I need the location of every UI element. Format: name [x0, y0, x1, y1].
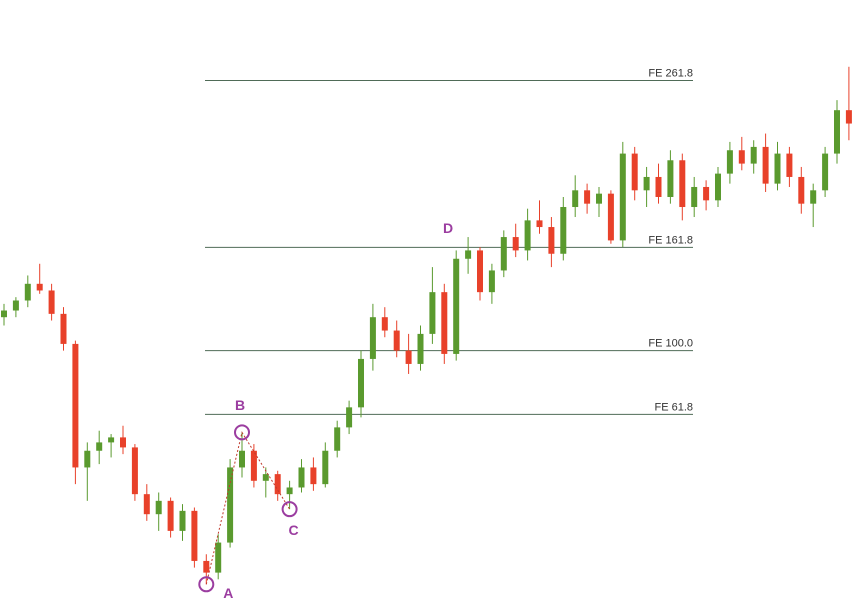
candle-body — [774, 153, 781, 184]
pivot-label: B — [235, 397, 245, 413]
candle-body — [453, 258, 460, 354]
candle-body — [72, 343, 79, 468]
candle-body — [429, 292, 436, 334]
candle-body — [548, 227, 555, 254]
candle-body — [215, 542, 222, 573]
candle-body — [738, 150, 745, 164]
candle-body — [381, 317, 388, 331]
candle-body — [120, 437, 126, 448]
candle-body — [726, 150, 733, 174]
candle-body — [358, 358, 364, 408]
candle-body — [631, 153, 638, 191]
candle-body — [227, 467, 234, 543]
candle-body — [334, 427, 341, 451]
candle-body — [24, 283, 31, 301]
candle-body — [191, 510, 198, 561]
fe-level-label: FE 261.8 — [648, 67, 693, 79]
candle-body — [596, 193, 602, 204]
candle-body — [477, 250, 483, 293]
candle-body — [346, 407, 353, 428]
candle-body — [239, 450, 245, 468]
candle-body — [369, 317, 376, 359]
candle-body — [512, 237, 519, 251]
candle-body — [619, 153, 626, 241]
candle-body — [572, 190, 579, 208]
candle-body — [655, 176, 662, 197]
candle-body — [703, 186, 710, 201]
candle-body — [36, 283, 43, 291]
fe-level-label: FE 61.8 — [654, 401, 693, 413]
candle-body — [822, 153, 829, 191]
pivot-marker — [281, 501, 298, 518]
candle-body — [298, 467, 305, 488]
candle-body — [203, 560, 210, 573]
candle-body — [441, 292, 448, 354]
candle-body — [845, 110, 852, 124]
candle-body — [48, 290, 55, 314]
candle-body — [786, 153, 793, 177]
candle-body — [143, 494, 150, 515]
candle-body — [262, 474, 269, 481]
candle-body — [393, 330, 400, 351]
candle-body — [488, 270, 495, 293]
candle-body — [465, 250, 472, 259]
candle-body — [584, 190, 591, 204]
candle-body — [286, 487, 293, 495]
candle-body — [500, 237, 507, 271]
candle-body — [84, 450, 91, 468]
candle-body — [667, 160, 674, 197]
pivot-marker — [198, 576, 215, 593]
candle-body — [310, 467, 317, 485]
fe-level-label: FE 161.8 — [648, 234, 693, 246]
candle-body — [322, 450, 329, 485]
candle-body — [750, 146, 757, 164]
pivot-label: C — [289, 522, 299, 538]
candle-body — [524, 220, 531, 251]
candle-body — [250, 450, 257, 481]
candle-body — [762, 146, 769, 184]
candle-body — [131, 447, 138, 495]
wave-path — [205, 431, 291, 585]
candle-body — [679, 160, 686, 208]
candle-body — [560, 207, 567, 254]
candle-body — [60, 313, 67, 344]
candle-body — [179, 510, 186, 531]
pivot-marker — [234, 424, 250, 441]
candle-body — [96, 442, 103, 451]
candle-body — [1, 310, 7, 318]
candle-body — [417, 333, 424, 364]
candle-body — [405, 350, 412, 364]
candle-body — [155, 500, 162, 515]
fe-level-label: FE 100.0 — [648, 338, 693, 350]
candle-body — [12, 300, 19, 311]
candle-body — [607, 193, 614, 241]
pivot-label: A — [223, 585, 233, 601]
pivot-label: D — [443, 220, 453, 236]
candle-body — [715, 173, 721, 201]
candle-body — [691, 186, 698, 208]
candle-body — [108, 437, 115, 443]
candle-body — [274, 474, 281, 495]
candle-body — [643, 176, 650, 191]
candle-body — [810, 190, 817, 204]
candle-body — [536, 220, 543, 228]
candle-body — [834, 110, 840, 154]
candle-body — [167, 500, 174, 531]
candle-body — [798, 176, 805, 204]
